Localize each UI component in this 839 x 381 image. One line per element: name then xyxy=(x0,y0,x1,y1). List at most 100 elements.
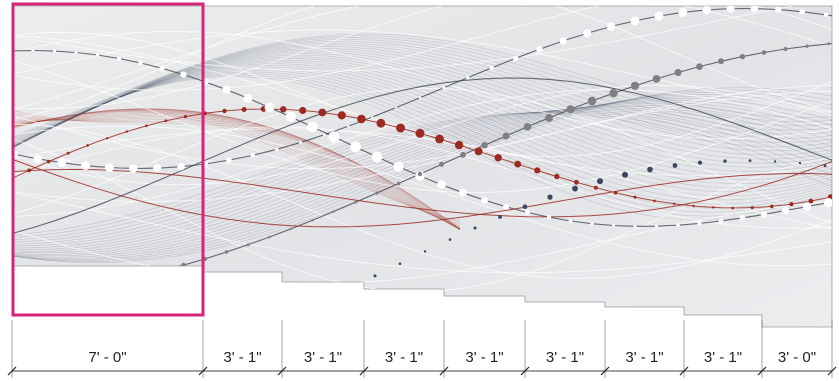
navy-dot xyxy=(622,171,628,178)
navy-dot xyxy=(348,286,352,290)
dimension-tick xyxy=(198,366,208,376)
gray-dot xyxy=(396,181,401,186)
white-dot xyxy=(393,161,404,172)
navy-dot xyxy=(547,194,553,200)
red-dot xyxy=(435,134,444,144)
white-dot xyxy=(177,162,185,171)
red-wave-line xyxy=(12,103,461,230)
red-dot xyxy=(376,118,386,128)
white-wave-line xyxy=(12,90,832,202)
gray-dot xyxy=(268,235,271,239)
gray-dot xyxy=(460,151,466,158)
red-dot xyxy=(145,124,148,128)
red-dot xyxy=(415,128,425,138)
white-dot xyxy=(612,224,615,227)
navy-wave-line xyxy=(12,68,832,201)
red-wave-line xyxy=(12,108,461,228)
gray-dot xyxy=(481,142,488,149)
white-dot xyxy=(481,196,488,204)
white-dot xyxy=(437,180,446,190)
white-wave-line xyxy=(12,51,832,193)
gray-dot xyxy=(72,284,80,292)
navy-wave-line xyxy=(12,42,832,155)
red-dot xyxy=(692,204,695,208)
white-dot xyxy=(31,48,35,53)
navy-dot xyxy=(522,204,528,209)
white-dot xyxy=(328,131,340,143)
red-dot xyxy=(337,111,346,120)
gray-dot xyxy=(93,280,102,289)
navy-wave-line xyxy=(12,49,832,160)
navy-wave-line xyxy=(12,66,832,197)
navy-dot xyxy=(647,166,653,173)
gray-dot xyxy=(502,132,510,140)
gray-dot xyxy=(439,161,444,167)
red-wave-line xyxy=(12,114,461,230)
dimension-label: 7' - 0" xyxy=(88,349,126,366)
dimension-tick xyxy=(827,366,837,376)
white-dot xyxy=(53,49,56,53)
navy-dot xyxy=(322,297,328,302)
white-dot xyxy=(459,188,467,197)
navy-wave-line xyxy=(12,63,832,189)
dimension-label: 3' - 1" xyxy=(465,349,503,366)
white-dot xyxy=(654,11,664,21)
navy-wave-line xyxy=(12,107,832,249)
dimension-label: 3' - 1" xyxy=(223,349,261,366)
white-dot xyxy=(823,12,829,18)
white-dot xyxy=(371,116,374,119)
red-wave-line xyxy=(12,111,461,231)
white-dot xyxy=(702,6,712,15)
gray-dot xyxy=(354,200,357,204)
navy-wave-line xyxy=(12,98,832,258)
red-wave-line xyxy=(12,108,461,230)
highlight-frame[interactable] xyxy=(11,2,205,317)
white-wave-line xyxy=(12,6,832,72)
gray-dot xyxy=(652,75,661,83)
red-wave-line xyxy=(12,108,461,230)
navy-wave-line xyxy=(12,94,832,260)
red-wave-line xyxy=(12,109,461,230)
white-dot xyxy=(95,53,100,57)
white-dot xyxy=(226,157,232,163)
navy-wave-line xyxy=(12,44,832,157)
navy-dot xyxy=(773,160,777,163)
red-dot xyxy=(593,185,598,190)
red-dot xyxy=(789,202,794,207)
white-dot xyxy=(775,6,782,13)
navy-wave-line xyxy=(12,64,832,193)
white-dot xyxy=(697,221,702,226)
white-dot xyxy=(395,106,398,109)
white-dot xyxy=(799,8,805,15)
white-dot xyxy=(583,29,592,38)
navy-wave-line xyxy=(12,37,832,151)
navy-wave-line xyxy=(12,112,832,237)
gray-dot xyxy=(181,262,186,268)
red-dot xyxy=(241,107,247,112)
white-dot xyxy=(307,121,318,133)
red-dot xyxy=(299,106,307,115)
white-dot xyxy=(633,224,637,228)
white-dot xyxy=(418,96,422,99)
dimension-label: 3' - 1" xyxy=(625,349,663,366)
navy-wave-line xyxy=(12,53,832,164)
white-dot xyxy=(750,6,759,13)
dimension-line: 7' - 0" 3' - 1" 3' - 1" 3' - 1" 3' - 1" 3' - … xyxy=(7,320,837,378)
red-wave-line xyxy=(12,111,461,231)
red-dot xyxy=(808,198,814,204)
red-wave-line xyxy=(12,110,461,223)
navy-dot xyxy=(398,262,402,266)
red-dot xyxy=(164,119,168,123)
white-dot xyxy=(823,197,832,208)
navy-dot xyxy=(823,164,827,168)
navy-dot xyxy=(297,308,303,314)
gray-dot xyxy=(417,171,423,177)
gray-dot xyxy=(375,191,379,195)
red-wave-line xyxy=(12,111,461,222)
white-wave-line xyxy=(12,185,832,274)
red-dot xyxy=(770,204,774,209)
navy-dot xyxy=(798,161,802,165)
red-wave-line xyxy=(12,108,461,226)
gray-dot xyxy=(761,50,767,55)
